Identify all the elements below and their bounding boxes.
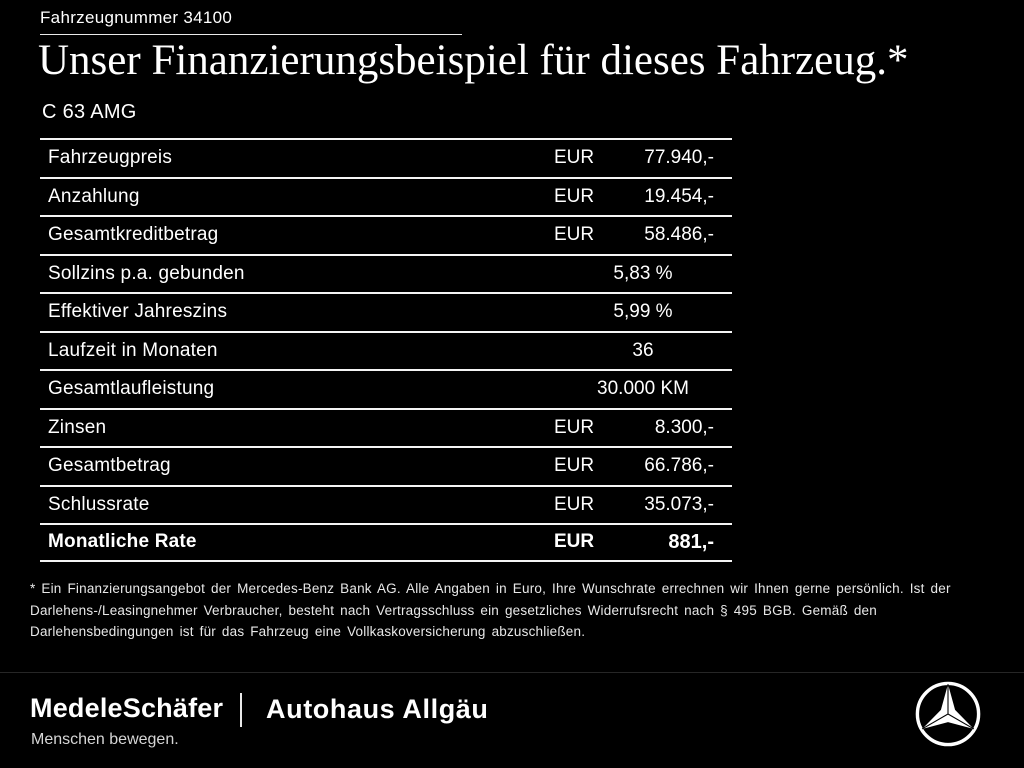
row-currency: EUR <box>554 416 595 438</box>
row-value: 77.940,- <box>644 147 714 169</box>
dealer-logo-medele-schaefer: MedeleSchäfer <box>30 693 224 723</box>
row-label: Monatliche Rate <box>48 531 197 553</box>
table-row: Effektiver Jahreszins 5,99 % <box>40 292 732 331</box>
row-label: Zinsen <box>48 416 107 438</box>
row-label: Gesamtbetrag <box>48 455 171 477</box>
footer: MedeleSchäfer Menschen bewegen. Autohaus… <box>0 672 1024 768</box>
table-row: Zinsen EUR 8.300,- <box>40 407 732 447</box>
row-label: Gesamtlaufleistung <box>48 378 215 400</box>
row-value: 58.486,- <box>644 224 714 246</box>
row-value: 35.073,- <box>644 493 714 515</box>
dealer-logo-autohaus-allgaeu: Autohaus Allgäu <box>266 694 489 724</box>
row-label: Schlussrate <box>48 493 150 515</box>
table-row: Gesamtlaufleistung 30.000 KM <box>40 369 732 408</box>
row-label: Anzahlung <box>48 185 140 207</box>
row-label: Laufzeit in Monaten <box>48 339 218 361</box>
footer-divider <box>240 693 242 727</box>
vehicle-number: Fahrzeugnummer 34100 <box>40 8 462 35</box>
row-label: Gesamtkreditbetrag <box>48 224 219 246</box>
row-currency: EUR <box>554 224 595 246</box>
vehicle-model: C 63 AMG <box>42 101 137 123</box>
row-value: 19.454,- <box>644 185 714 207</box>
table-row: Sollzins p.a. gebunden 5,83 % <box>40 253 732 293</box>
row-label: Fahrzeugpreis <box>48 147 173 169</box>
row-value: 881,- <box>668 530 714 553</box>
row-currency: EUR <box>554 147 595 169</box>
row-currency: EUR <box>554 493 595 515</box>
table-row: Gesamtkreditbetrag EUR 58.486,- <box>40 215 732 254</box>
row-value: 5,99 % <box>613 301 673 323</box>
dealer-tagline: Menschen bewegen. <box>31 731 179 748</box>
row-value: 8.300,- <box>654 416 714 438</box>
page-title: Unser Finanzierungsbeispiel für dieses F… <box>38 37 909 84</box>
row-currency: EUR <box>554 185 595 207</box>
table-row: Anzahlung EUR 19.454,- <box>40 176 732 216</box>
table-row: Gesamtbetrag EUR 66.786,- <box>40 446 732 485</box>
row-value: 36 <box>632 339 654 361</box>
table-row: Schlussrate EUR 35.073,- <box>40 484 732 524</box>
row-value: 66.786,- <box>644 455 714 477</box>
table-row: Monatliche Rate EUR 881,- <box>40 523 732 562</box>
table-row: Fahrzeugpreis EUR 77.940,- <box>40 138 732 177</box>
row-currency: EUR <box>554 531 595 553</box>
row-label: Effektiver Jahreszins <box>48 301 228 323</box>
row-value: 5,83 % <box>613 262 673 284</box>
row-value: 30.000 KM <box>597 378 689 400</box>
mercedes-star-icon <box>915 681 981 747</box>
row-currency: EUR <box>554 455 595 477</box>
footnote-text: * Ein Finanzierungsangebot der Mercedes-… <box>30 581 951 640</box>
finance-table: Fahrzeugpreis EUR 77.940,- Anzahlung EUR 19.4… <box>40 138 732 562</box>
table-row: Laufzeit in Monaten 36 <box>40 330 732 370</box>
row-label: Sollzins p.a. gebunden <box>48 262 245 284</box>
